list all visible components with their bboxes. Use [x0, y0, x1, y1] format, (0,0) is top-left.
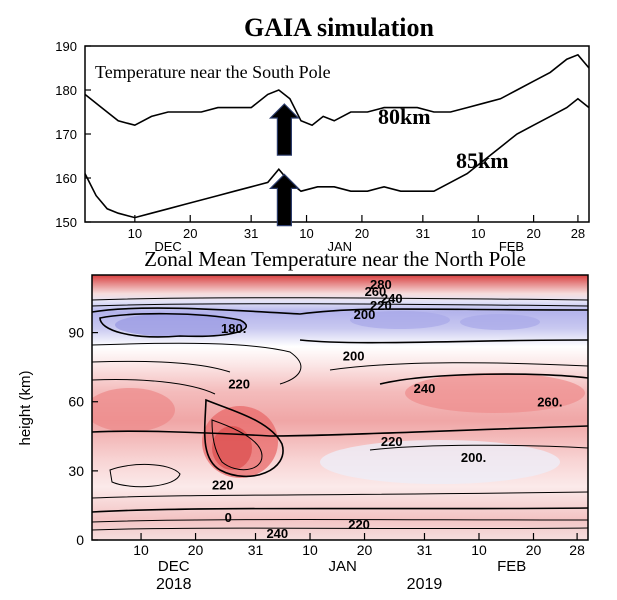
bottom-x-tick-label: 20 — [188, 542, 204, 558]
figure-title: GAIA simulation — [244, 13, 435, 42]
contour-label: 280 — [370, 277, 392, 292]
contour-line-3 — [92, 307, 588, 315]
heatmap-field — [92, 275, 588, 540]
top-month-label: DEC — [154, 239, 181, 254]
bottom-x-axis: 10 20 31 10 20 31 10 20 28 DEC JAN FEB 2018 2019 — [133, 533, 585, 593]
bottom-plot-frame — [91, 274, 589, 541]
top-x-tick-label: 10 — [471, 226, 485, 241]
contour-line-7 — [92, 360, 231, 373]
contour-label: 200 — [343, 349, 365, 364]
cool-patch-1 — [115, 313, 245, 337]
top-x-tick-label: 10 — [128, 226, 142, 241]
bottom-month-label: JAN — [329, 558, 357, 575]
contour-line-16 — [92, 491, 588, 499]
bottom-x-tick-label: 10 — [471, 542, 487, 558]
contour-line-6 — [299, 339, 588, 344]
cool-patch-3 — [460, 314, 540, 330]
contour-label: 0 — [225, 510, 232, 525]
up-arrow-2 — [268, 173, 300, 227]
bottom-x-tick-label: 31 — [417, 542, 433, 558]
contour-line-17 — [92, 507, 588, 513]
contour-line-4 — [99, 312, 247, 338]
top-x-tick-label: 10 — [299, 226, 313, 241]
bottom-x-tick-label: 20 — [357, 542, 373, 558]
bottom-y-axis-label: height (km) — [17, 370, 34, 445]
contour-label: 220 — [228, 376, 250, 391]
top-y-tick-label: 190 — [55, 39, 77, 54]
top-x-tick-label: 28 — [571, 226, 585, 241]
bottom-title: Zonal Mean Temperature near the North Po… — [144, 247, 526, 271]
contour-line-9 — [92, 379, 216, 395]
contour-label: 220 — [348, 517, 370, 532]
warm-core-dec-inner — [212, 426, 252, 470]
bottom-y-tick-label: 60 — [68, 394, 84, 410]
contour-label: 200. — [461, 450, 486, 465]
contour-line-19 — [92, 527, 588, 531]
series-label-80km: 80km — [378, 104, 431, 129]
top-x-tick-label: 20 — [526, 226, 540, 241]
warm-band-right — [405, 373, 585, 413]
top-x-tick-label: 20 — [183, 226, 197, 241]
top-annotation: Temperature near the South Pole — [95, 62, 331, 82]
top-x-tick-label: 20 — [355, 226, 369, 241]
bottom-month-label: DEC — [158, 558, 190, 575]
contour-line-12 — [211, 419, 263, 471]
bottom-y-tick-label: 90 — [68, 325, 84, 341]
contour-label: 240 — [381, 291, 403, 306]
contour-line-13 — [92, 425, 588, 437]
contour-line-5 — [92, 342, 302, 385]
contour-label: 200 — [354, 307, 376, 322]
top-x-tick-label: 31 — [416, 226, 430, 241]
bottom-x-tick-label: 20 — [526, 542, 542, 558]
contour-line-1 — [92, 297, 588, 301]
contour-label: 220 — [212, 478, 234, 493]
bottom-y-tick-label: 30 — [68, 463, 84, 479]
top-y-tick-label: 170 — [55, 127, 77, 142]
contour-label: 240 — [266, 526, 288, 541]
contour-line-11 — [203, 398, 284, 478]
top-y-tick-label: 150 — [55, 215, 77, 230]
up-arrow-1 — [268, 103, 300, 156]
bottom-year-label: 2019 — [407, 576, 443, 593]
contour-label: 260 — [365, 284, 387, 299]
contour-line-8 — [329, 362, 588, 371]
top-y-tick-label: 160 — [55, 171, 77, 186]
bottom-y-axis: 0 30 60 90 — [68, 325, 98, 548]
cool-lower-region — [320, 440, 560, 484]
contour-line-18 — [92, 519, 588, 523]
top-y-axis: 150 160 170 180 190 — [55, 39, 91, 230]
bottom-x-tick-label: 10 — [133, 542, 149, 558]
bottom-year-label: 2018 — [156, 576, 192, 593]
series-line-85km — [84, 97, 590, 219]
top-y-tick-label: 180 — [55, 83, 77, 98]
series-line-80km — [84, 53, 590, 127]
contour-line-14 — [369, 444, 588, 451]
bottom-x-tick-label: 28 — [569, 542, 585, 558]
top-month-label: FEB — [499, 239, 524, 254]
top-x-axis: 10 20 31 10 20 31 10 20 28 DEC JAN FEB — [128, 215, 585, 254]
contour-line-15 — [109, 463, 181, 488]
bottom-x-tick-label: 10 — [302, 542, 318, 558]
bottom-y-tick-label: 0 — [76, 532, 84, 548]
bottom-panel: Zonal Mean Temperature near the North Po… — [17, 247, 589, 593]
contour-label: 180. — [221, 321, 246, 336]
contour-line-2 — [92, 303, 588, 307]
warm-band-left — [92, 388, 175, 432]
contour-line-10 — [379, 373, 588, 385]
contour-label: 260. — [537, 395, 562, 410]
top-x-tick-label: 31 — [244, 226, 258, 241]
bottom-month-label: FEB — [497, 558, 526, 575]
bottom-x-tick-label: 31 — [248, 542, 264, 558]
cool-patch-2 — [350, 311, 450, 329]
contour-label: 220 — [370, 298, 392, 313]
top-panel: Temperature near the South Pole 150 160 17… — [55, 39, 590, 254]
contour-label: 220 — [381, 434, 403, 449]
top-series-lines — [84, 53, 590, 219]
top-month-label: JAN — [327, 239, 352, 254]
contour-label: 240 — [414, 381, 436, 396]
series-label-85km: 85km — [456, 148, 509, 173]
top-arrows — [268, 103, 300, 227]
